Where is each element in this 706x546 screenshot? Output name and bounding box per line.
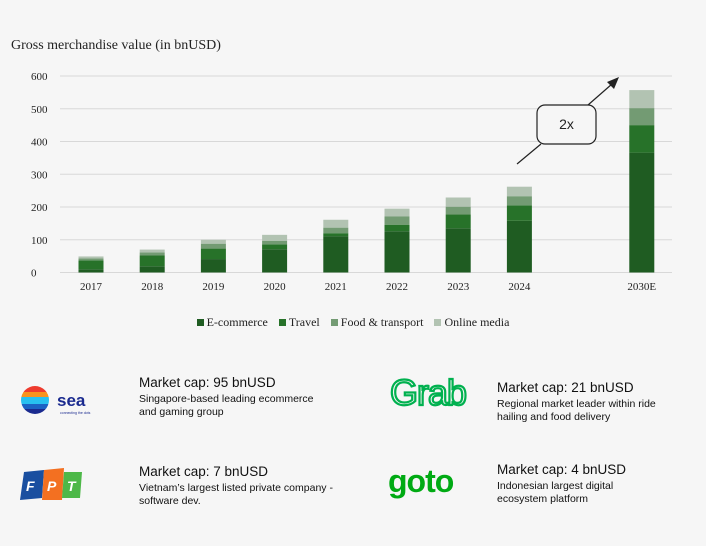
legend: E-commerce Travel Food & transport Onlin… bbox=[0, 315, 706, 330]
legend-item: E-commerce bbox=[196, 315, 268, 330]
bar-segment bbox=[323, 227, 349, 234]
y-tick-label: 300 bbox=[31, 169, 48, 181]
arrow-line bbox=[587, 83, 613, 106]
bar-segment bbox=[445, 214, 471, 229]
market-cap: Market cap: 95 bnUSD bbox=[139, 375, 276, 390]
legend-swatch bbox=[330, 319, 338, 326]
bar-segment bbox=[629, 152, 655, 273]
bar-chart: 0 100 200 300 400 500 600 2017 2018 2019 2020 2021 2… bbox=[31, 71, 672, 293]
bar-segment bbox=[384, 208, 410, 217]
sea-logo: sea connecting the dots bbox=[20, 384, 100, 421]
bar-segment bbox=[323, 236, 349, 273]
bar-segment bbox=[78, 258, 104, 261]
grab-wordmark: Grab bbox=[390, 376, 466, 410]
y-tick-label: 100 bbox=[31, 235, 48, 247]
x-tick-label: 2018 bbox=[141, 281, 164, 293]
goto-logo: goto bbox=[388, 463, 468, 509]
bar-segment bbox=[200, 259, 226, 273]
legend-swatch bbox=[278, 319, 286, 326]
annotation-box bbox=[536, 104, 597, 145]
arrowhead-icon bbox=[607, 77, 619, 89]
bar-segment bbox=[506, 220, 532, 273]
company-description: Indonesian largest digital ecosystem pla… bbox=[497, 480, 614, 505]
x-tick-label: 2020 bbox=[264, 281, 287, 293]
bar-segment bbox=[200, 239, 226, 244]
bar-segment bbox=[139, 266, 165, 273]
bar-segment bbox=[262, 249, 288, 273]
bar-segment bbox=[629, 90, 655, 109]
bar-segment bbox=[139, 255, 165, 267]
bar-segment bbox=[78, 256, 104, 259]
y-tick-label: 500 bbox=[31, 104, 48, 116]
bar-segment bbox=[506, 186, 532, 197]
chart-title: Gross merchandise value (in bnUSD) bbox=[11, 38, 221, 53]
bar-segment bbox=[323, 219, 349, 228]
legend-label: Food & transport bbox=[340, 315, 424, 329]
y-tick-label: 400 bbox=[31, 137, 48, 149]
legend-label: Travel bbox=[288, 315, 320, 329]
grab-logo: Grab bbox=[389, 371, 475, 415]
company-grab: Market cap: 21 bnUSD Regional market lea… bbox=[497, 380, 667, 424]
bar-segment bbox=[629, 108, 655, 126]
legend-item: Travel bbox=[278, 315, 320, 330]
legend-item: Online media bbox=[434, 315, 509, 330]
svg-text:P: P bbox=[47, 478, 57, 494]
market-cap: Market cap: 7 bnUSD bbox=[139, 464, 269, 479]
legend-swatch bbox=[196, 319, 204, 326]
x-tick-label: 2023 bbox=[447, 281, 470, 293]
company-description: Singapore-based leading ecommerce and ga… bbox=[139, 393, 314, 418]
bar-segment bbox=[262, 234, 288, 241]
arrow-line bbox=[516, 143, 542, 165]
company-description: Vietnam’s largest listed private company… bbox=[139, 482, 333, 507]
x-tick-label: 2019 bbox=[202, 281, 225, 293]
company-fpt: Market cap: 7 bnUSD Vietnam’s largest li… bbox=[139, 464, 339, 508]
market-cap: Market cap: 4 bnUSD bbox=[497, 462, 627, 477]
legend-swatch bbox=[434, 319, 442, 326]
x-tick-label: 2017 bbox=[80, 281, 103, 293]
bar-segment bbox=[629, 125, 655, 153]
market-cap: Market cap: 21 bnUSD bbox=[497, 380, 634, 395]
bar-segment bbox=[139, 252, 165, 256]
legend-label: E-commerce bbox=[206, 315, 268, 329]
bar-segment bbox=[506, 205, 532, 221]
y-tick-label: 600 bbox=[31, 71, 48, 83]
bar-segment bbox=[78, 260, 104, 270]
bar-segment bbox=[262, 244, 288, 250]
svg-text:F: F bbox=[26, 478, 35, 494]
goto-wordmark: goto bbox=[388, 468, 454, 499]
x-tick-label: 2024 bbox=[508, 281, 531, 293]
company-description: Regional market leader within ride haili… bbox=[497, 398, 656, 423]
bar-segment bbox=[384, 216, 410, 225]
legend-label: Online media bbox=[444, 315, 510, 329]
x-tick-label: 2021 bbox=[325, 281, 347, 293]
bar-segment bbox=[200, 248, 226, 260]
fpt-logo: F P T bbox=[20, 468, 86, 507]
x-tick-label: 2022 bbox=[386, 281, 408, 293]
svg-text:T: T bbox=[67, 478, 77, 494]
annotation-label: 2x bbox=[559, 116, 574, 132]
bar-segment bbox=[445, 228, 471, 273]
y-tick-label: 0 bbox=[31, 268, 37, 280]
bar-segment bbox=[262, 240, 288, 245]
bar-segment bbox=[384, 224, 410, 232]
y-tick-label: 200 bbox=[31, 202, 48, 214]
bar-segment bbox=[323, 233, 349, 237]
company-goto: Market cap: 4 bnUSD Indonesian largest d… bbox=[497, 462, 647, 506]
bar-segment bbox=[445, 197, 471, 207]
bar-segment bbox=[506, 196, 532, 206]
x-tick-label: 2030E bbox=[627, 281, 656, 293]
bar-segment bbox=[78, 269, 104, 273]
bar-segment bbox=[139, 249, 165, 253]
bar-segment bbox=[445, 206, 471, 215]
sea-tagline: connecting the dots bbox=[60, 411, 91, 415]
company-sea: Market cap: 95 bnUSD Singapore-based lea… bbox=[139, 375, 329, 419]
bar-segment bbox=[384, 231, 410, 273]
legend-item: Food & transport bbox=[330, 315, 424, 330]
sea-wordmark: sea bbox=[57, 391, 86, 410]
bar-segment bbox=[200, 243, 226, 249]
